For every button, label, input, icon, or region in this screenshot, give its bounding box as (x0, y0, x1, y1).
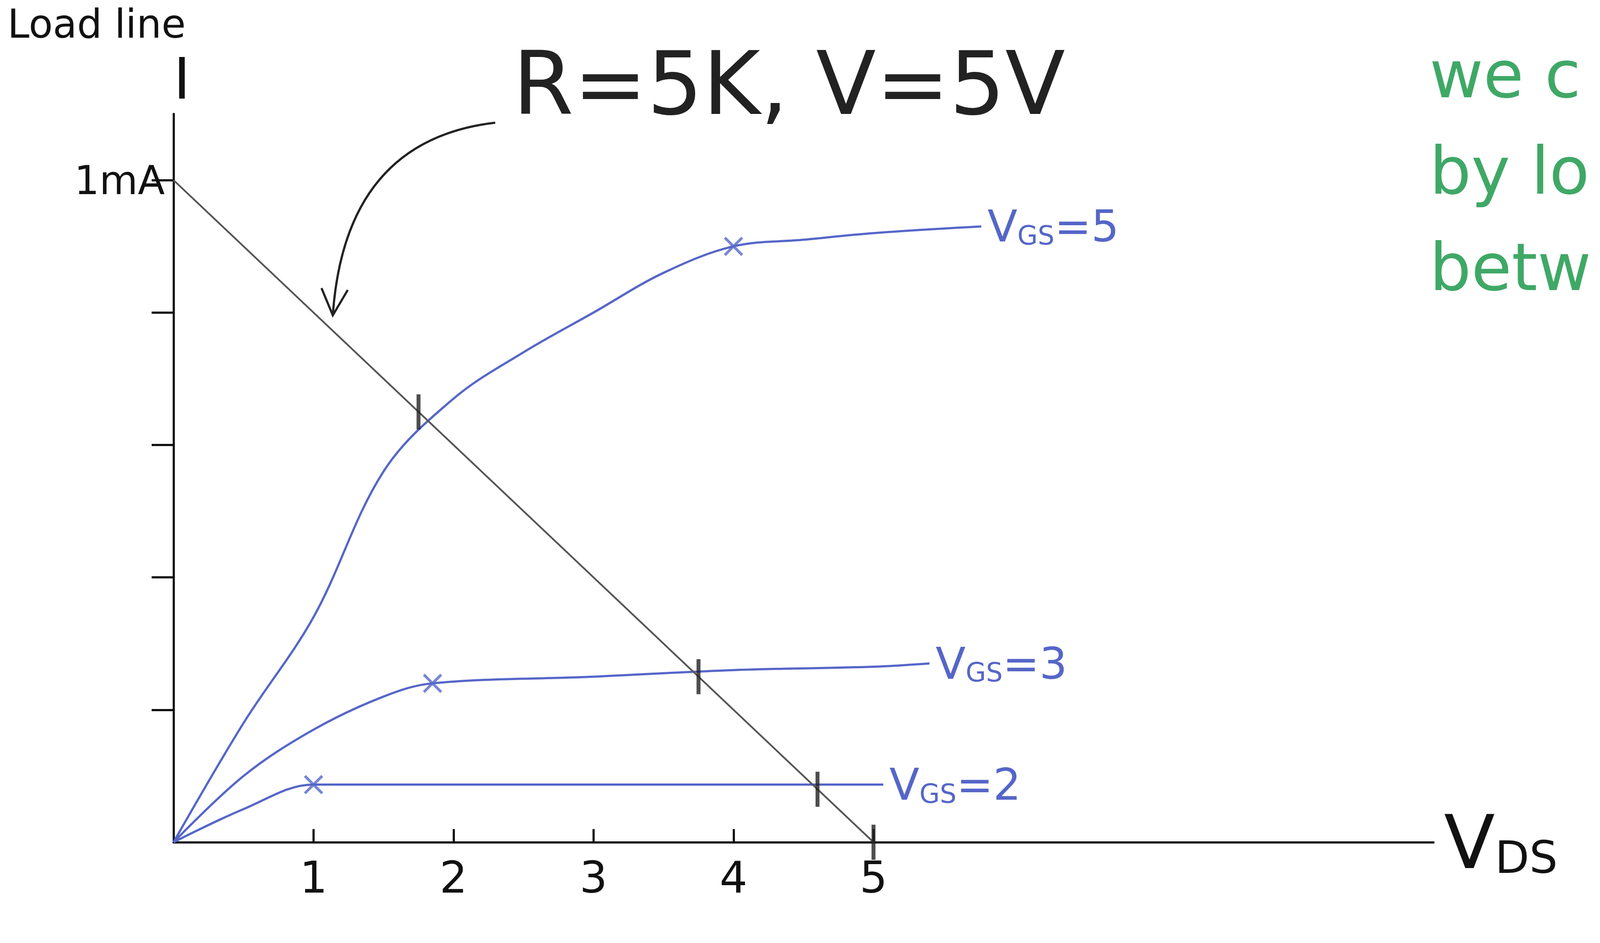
svg-text:GS: GS (1017, 219, 1055, 251)
svg-text:betw: betw (1429, 229, 1592, 306)
svg-text:5: 5 (859, 851, 888, 903)
svg-text:I: I (173, 45, 191, 113)
svg-text:2: 2 (439, 851, 468, 904)
svg-text:V: V (889, 759, 920, 811)
svg-text:GS: GS (965, 656, 1003, 688)
svg-text:=3: =3 (1002, 638, 1068, 690)
svg-text:DS: DS (1494, 831, 1558, 884)
svg-text:1: 1 (299, 851, 328, 904)
svg-text:3: 3 (579, 851, 608, 904)
svg-text:4: 4 (719, 851, 748, 904)
svg-text:V: V (935, 638, 966, 690)
svg-text:1mA: 1mA (74, 157, 166, 204)
svg-text:Load line: Load line (7, 0, 186, 47)
svg-text:=5: =5 (1054, 200, 1119, 252)
svg-text:we c: we c (1429, 36, 1581, 113)
svg-text:V: V (1443, 798, 1495, 886)
svg-text:R=5K, V=5V: R=5K, V=5V (512, 32, 1066, 135)
svg-text:V: V (987, 200, 1018, 252)
svg-text:by lo: by lo (1429, 132, 1590, 210)
svg-text:GS: GS (919, 778, 957, 809)
svg-text:=2: =2 (956, 759, 1022, 811)
